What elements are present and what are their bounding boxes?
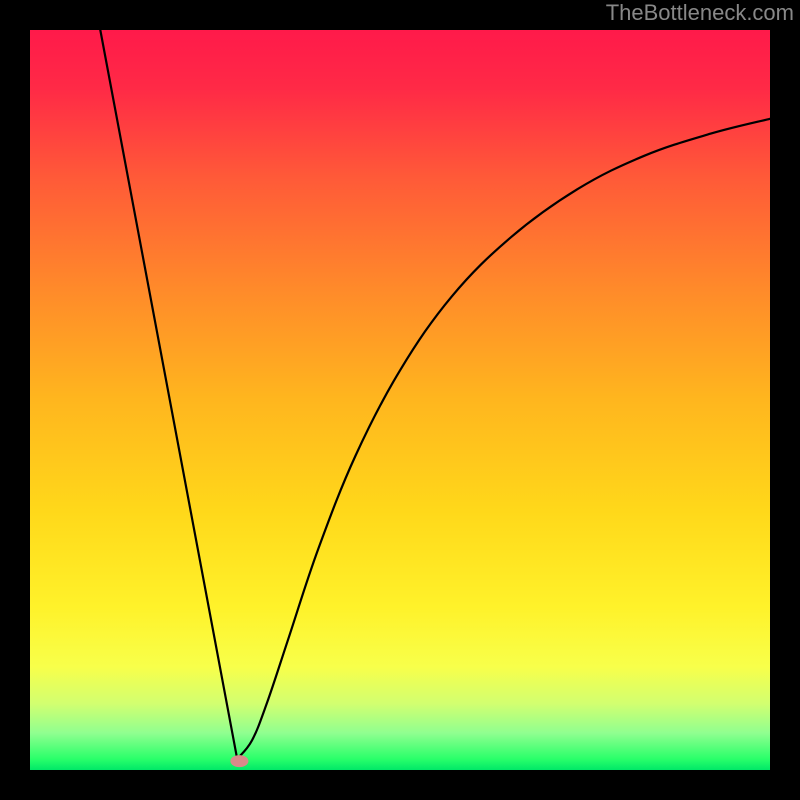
chart-container: TheBottleneck.com: [0, 0, 800, 800]
plot-background: [30, 30, 770, 770]
watermark-text: TheBottleneck.com: [606, 0, 794, 26]
bottleneck-chart: [0, 0, 800, 800]
minimum-marker: [230, 755, 248, 767]
